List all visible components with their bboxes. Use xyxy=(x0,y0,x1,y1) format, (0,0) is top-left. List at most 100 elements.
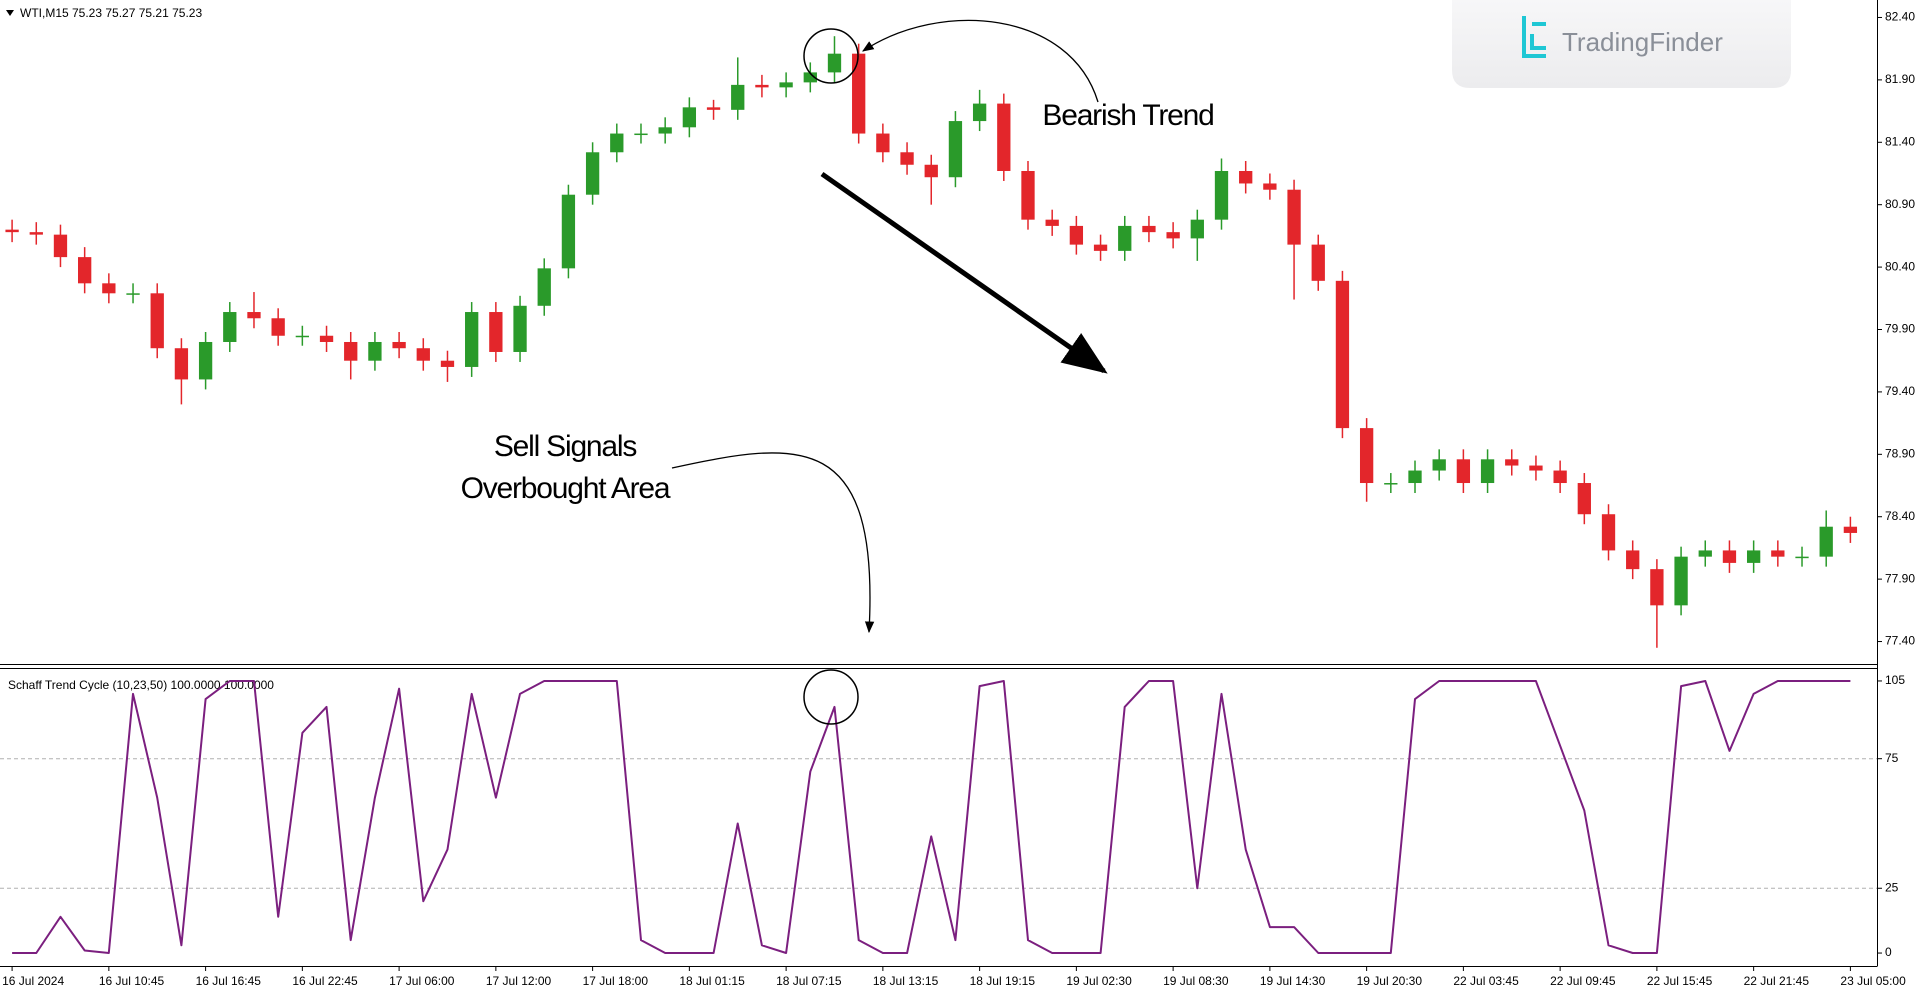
y-tick-label: 77.40 xyxy=(1885,634,1915,648)
brand-icon xyxy=(1522,16,1546,58)
candle-body xyxy=(465,312,479,367)
candle-body xyxy=(1650,569,1664,606)
y-tick-label: 82.40 xyxy=(1885,10,1915,24)
candle-body xyxy=(1021,170,1035,220)
candle-body xyxy=(1432,459,1446,471)
candle-body xyxy=(1722,550,1737,563)
y-tick-label: 78.40 xyxy=(1885,509,1915,523)
candle-body xyxy=(1843,526,1858,533)
annotation: Sell Signals xyxy=(494,430,637,463)
candle-body xyxy=(585,152,600,195)
candle-body xyxy=(1069,225,1084,245)
indicator-line xyxy=(12,680,1851,954)
candle-body xyxy=(1311,244,1325,281)
candle-body xyxy=(1045,219,1059,226)
candle-body xyxy=(392,341,406,349)
candle-body xyxy=(1698,550,1712,557)
indicator-panel: 105 75 25 0 16 Jul 2024 16 Jul 10:45 16 Jul 16… xyxy=(0,673,1906,988)
candle-body xyxy=(295,335,310,338)
candle-body xyxy=(513,305,527,352)
candle-body xyxy=(1287,189,1301,245)
candle-body xyxy=(1359,428,1374,484)
candle-body xyxy=(1214,170,1229,220)
y-tick-label: 77.90 xyxy=(1885,571,1915,585)
candle-body xyxy=(1505,459,1519,466)
y-tick-label: 79.90 xyxy=(1885,322,1915,336)
x-tick-label: 19 Jul 14:30 xyxy=(1260,974,1326,988)
candle-body xyxy=(29,232,43,235)
x-tick-label: 18 Jul 01:15 xyxy=(679,974,745,988)
annotation: Bearish Trend xyxy=(1042,99,1213,132)
candle-body xyxy=(5,229,19,233)
candle-body xyxy=(610,133,624,153)
candle-body xyxy=(779,82,793,88)
candle-body xyxy=(658,127,672,134)
candle-body xyxy=(1166,232,1180,239)
candle-body xyxy=(1408,470,1422,484)
peak-highlight xyxy=(803,28,859,84)
y-tick-label: 80.90 xyxy=(1885,197,1915,211)
candle-body xyxy=(1674,556,1688,606)
x-tick-label: 22 Jul 21:45 xyxy=(1744,974,1810,988)
candle-body xyxy=(247,312,261,319)
candle-body xyxy=(997,103,1011,171)
candle-body xyxy=(150,293,164,349)
y-tick-label: 80.40 xyxy=(1885,259,1915,273)
candle-body xyxy=(440,360,455,367)
candle-body xyxy=(755,84,769,88)
x-tick-label: 16 Jul 2024 xyxy=(2,974,64,988)
candle-body xyxy=(634,133,648,136)
y-tick-label: 79.40 xyxy=(1885,384,1915,398)
candle-body xyxy=(1626,550,1640,570)
panel-frame xyxy=(0,0,1878,967)
y-tick-label: 25 xyxy=(1885,880,1899,894)
candle-body xyxy=(537,268,551,306)
annotation: Overbought Area xyxy=(461,472,671,505)
candle-body xyxy=(126,293,140,295)
x-tick-label: 22 Jul 09:45 xyxy=(1550,974,1616,988)
candle-body xyxy=(174,348,189,380)
candle-body xyxy=(1239,170,1253,184)
y-tick-label: 75 xyxy=(1885,751,1899,765)
candle-body xyxy=(1746,550,1761,563)
candle-body xyxy=(1093,244,1108,251)
x-tick-label: 22 Jul 03:45 xyxy=(1453,974,1519,988)
candle-body xyxy=(682,107,697,128)
signal-highlight xyxy=(803,669,859,725)
candle-body xyxy=(731,84,745,110)
candle-body xyxy=(53,234,68,258)
candle-body xyxy=(368,341,382,361)
candle-body xyxy=(852,53,866,134)
x-tick-label: 22 Jul 15:45 xyxy=(1647,974,1713,988)
x-tick-label: 19 Jul 20:30 xyxy=(1357,974,1423,988)
candle-body xyxy=(948,121,963,178)
candle-body xyxy=(102,283,116,294)
y-tick-label: 81.40 xyxy=(1885,134,1915,148)
candle-body xyxy=(1142,225,1156,233)
y-tick-label: 81.90 xyxy=(1885,72,1915,86)
brand-name: TradingFinder xyxy=(1562,27,1723,57)
candle-body xyxy=(803,72,817,83)
callout-arrow xyxy=(671,452,875,634)
y-tick-label: 0 xyxy=(1885,945,1892,959)
candle-body xyxy=(416,348,430,361)
x-tick-label: 17 Jul 06:00 xyxy=(389,974,455,988)
x-tick-label: 23 Jul 05:00 xyxy=(1840,974,1906,988)
candle-body xyxy=(1263,183,1277,190)
indicator-title: Schaff Trend Cycle (10,23,50) 100.0000 1… xyxy=(8,678,274,692)
candle-body xyxy=(561,194,576,269)
x-tick-label: 18 Jul 19:15 xyxy=(970,974,1036,988)
candle-body xyxy=(78,257,92,284)
x-tick-label: 18 Jul 07:15 xyxy=(776,974,842,988)
candle-body xyxy=(1529,465,1543,471)
x-tick-label: 18 Jul 13:15 xyxy=(873,974,939,988)
candle-body xyxy=(1819,526,1833,557)
candle-body xyxy=(1190,219,1204,239)
candle-body xyxy=(1456,459,1471,484)
callout-arrow xyxy=(862,19,1099,103)
x-tick-label: 16 Jul 10:45 xyxy=(99,974,165,988)
candle-body xyxy=(827,53,842,73)
symbol-menu-icon xyxy=(6,10,14,16)
candle-body xyxy=(706,107,721,110)
chart-title: WTI,M15 75.23 75.27 75.21 75.23 xyxy=(20,6,202,20)
